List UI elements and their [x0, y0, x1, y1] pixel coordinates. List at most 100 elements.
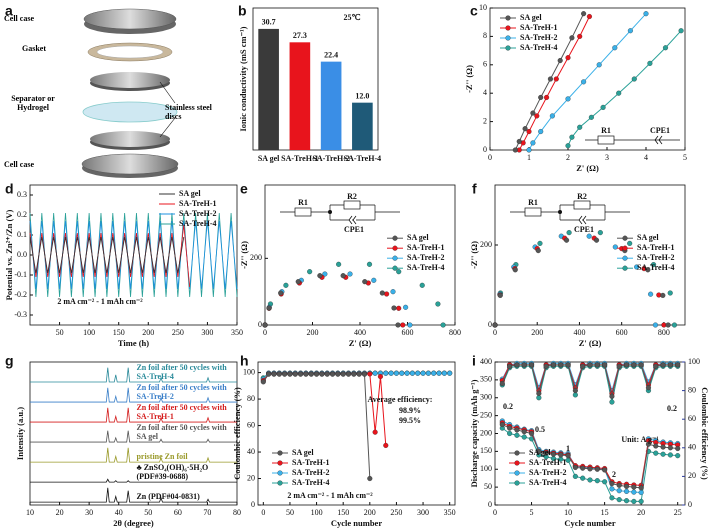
data-point — [612, 45, 618, 51]
data-point — [371, 277, 377, 283]
legend-marker — [505, 35, 511, 41]
data-point — [377, 374, 384, 380]
data-point — [336, 261, 342, 267]
annotation: 98.9% — [399, 406, 421, 415]
y-tick-label: -0.2 — [14, 290, 27, 299]
data-point — [492, 322, 498, 328]
data-point — [362, 279, 368, 285]
x-tick-label: 200 — [531, 328, 543, 337]
data-point — [638, 498, 644, 504]
y-tick-label: 8 — [483, 31, 487, 40]
y-axis-label: -Z'' (Ω) — [469, 241, 479, 269]
data-point — [497, 292, 503, 298]
data-point — [447, 370, 453, 376]
data-point — [276, 371, 282, 377]
x-axis-label: Z' (Ω) — [576, 163, 599, 173]
series-label: ♣ ZnSO₄(OH)₆·5H₂O (PDF#39-0688) — [136, 463, 209, 482]
series-line — [567, 30, 682, 146]
legend-label: SA-TreH-1 — [292, 458, 329, 467]
y-tick-label: 200 — [250, 253, 262, 262]
data-point — [609, 486, 615, 492]
x-tick-label: 200 — [142, 328, 154, 337]
y-axis-label: -Z'' (Ω) — [464, 65, 474, 93]
x-tick-label: SA gel — [258, 154, 280, 163]
y-tick-label: 0 — [488, 320, 492, 329]
data-point — [609, 495, 615, 501]
x-tick-label: 150 — [337, 508, 349, 517]
series-label: Zn (PDF#04-0831) — [136, 492, 200, 502]
data-point — [516, 138, 522, 145]
data-point — [652, 322, 658, 328]
schematic-label: Cell case — [4, 160, 34, 169]
data-point — [395, 322, 401, 328]
data-point — [409, 370, 415, 376]
data-point — [383, 442, 389, 448]
y-tick-label: 0 — [258, 320, 262, 329]
legend-label: SA-TreH-1 — [529, 458, 566, 467]
data-point — [396, 305, 402, 311]
y-tick-label: 40 — [247, 447, 255, 456]
data-point — [396, 269, 402, 275]
cell-case — [81, 153, 179, 175]
data-point — [653, 363, 659, 369]
data-point — [580, 465, 586, 471]
data-point — [616, 482, 622, 488]
data-point — [609, 393, 615, 399]
pointer — [159, 117, 176, 138]
bar-value-label: 27.3 — [293, 31, 307, 40]
x-axis-label: Z' (Ω) — [349, 338, 372, 348]
legend-label: SA-TreH-2 — [637, 253, 674, 262]
data-point — [538, 94, 544, 101]
x-tick-label: 40 — [115, 508, 123, 517]
panel-label: h — [240, 353, 249, 369]
legend-label: SA-TreH-1 — [520, 23, 557, 32]
data-point — [565, 96, 571, 102]
data-point — [565, 362, 571, 368]
x-axis-label: Cycle number — [331, 518, 382, 528]
data-point — [295, 279, 301, 285]
plot-frame — [257, 361, 456, 506]
legend-label: SA gel — [637, 233, 659, 242]
data-point — [335, 371, 341, 377]
data-point — [538, 128, 544, 135]
data-point — [436, 370, 442, 376]
x-tick-label: 250 — [172, 328, 184, 337]
data-point — [645, 267, 651, 273]
plot-frame — [494, 184, 686, 326]
plot-frame — [29, 361, 238, 506]
data-point — [543, 363, 549, 369]
series-line — [30, 407, 237, 423]
x-tick-label: 0 — [263, 328, 267, 337]
x-tick-label: 800 — [449, 328, 461, 337]
legend-marker — [392, 265, 398, 271]
legend-label: SA-TreH-4 — [179, 219, 216, 228]
legend-label: SA-TreH-2 — [407, 253, 444, 262]
data-point — [572, 388, 578, 394]
annotation: 1 — [566, 444, 570, 453]
y-tick-label: 400 — [480, 357, 492, 366]
x-tick-label: SA-TreH-4 — [344, 154, 381, 163]
legend-label: SA-TreH-2 — [520, 33, 557, 42]
x-tick-label: 0 — [493, 508, 497, 517]
data-point — [572, 473, 578, 479]
data-point — [499, 422, 505, 428]
data-point — [616, 497, 622, 503]
data-point — [415, 370, 421, 376]
data-point — [404, 370, 410, 376]
bar — [258, 28, 279, 150]
series-line — [30, 430, 237, 443]
data-point — [282, 371, 288, 377]
x-axis-label: Cycle number — [564, 518, 615, 528]
x-tick-label: SA-TreH-2 — [312, 154, 349, 163]
x-tick-label: 10 — [26, 508, 34, 517]
data-point — [564, 237, 570, 243]
y-tick-label: 0.2 — [17, 210, 27, 219]
data-point — [623, 498, 630, 504]
resistor — [597, 135, 615, 145]
legend-marker — [277, 460, 283, 466]
data-point — [602, 467, 608, 473]
data-point — [609, 480, 615, 487]
data-point — [653, 443, 659, 449]
data-point — [534, 113, 540, 119]
x-tick-label: 70 — [203, 508, 211, 517]
